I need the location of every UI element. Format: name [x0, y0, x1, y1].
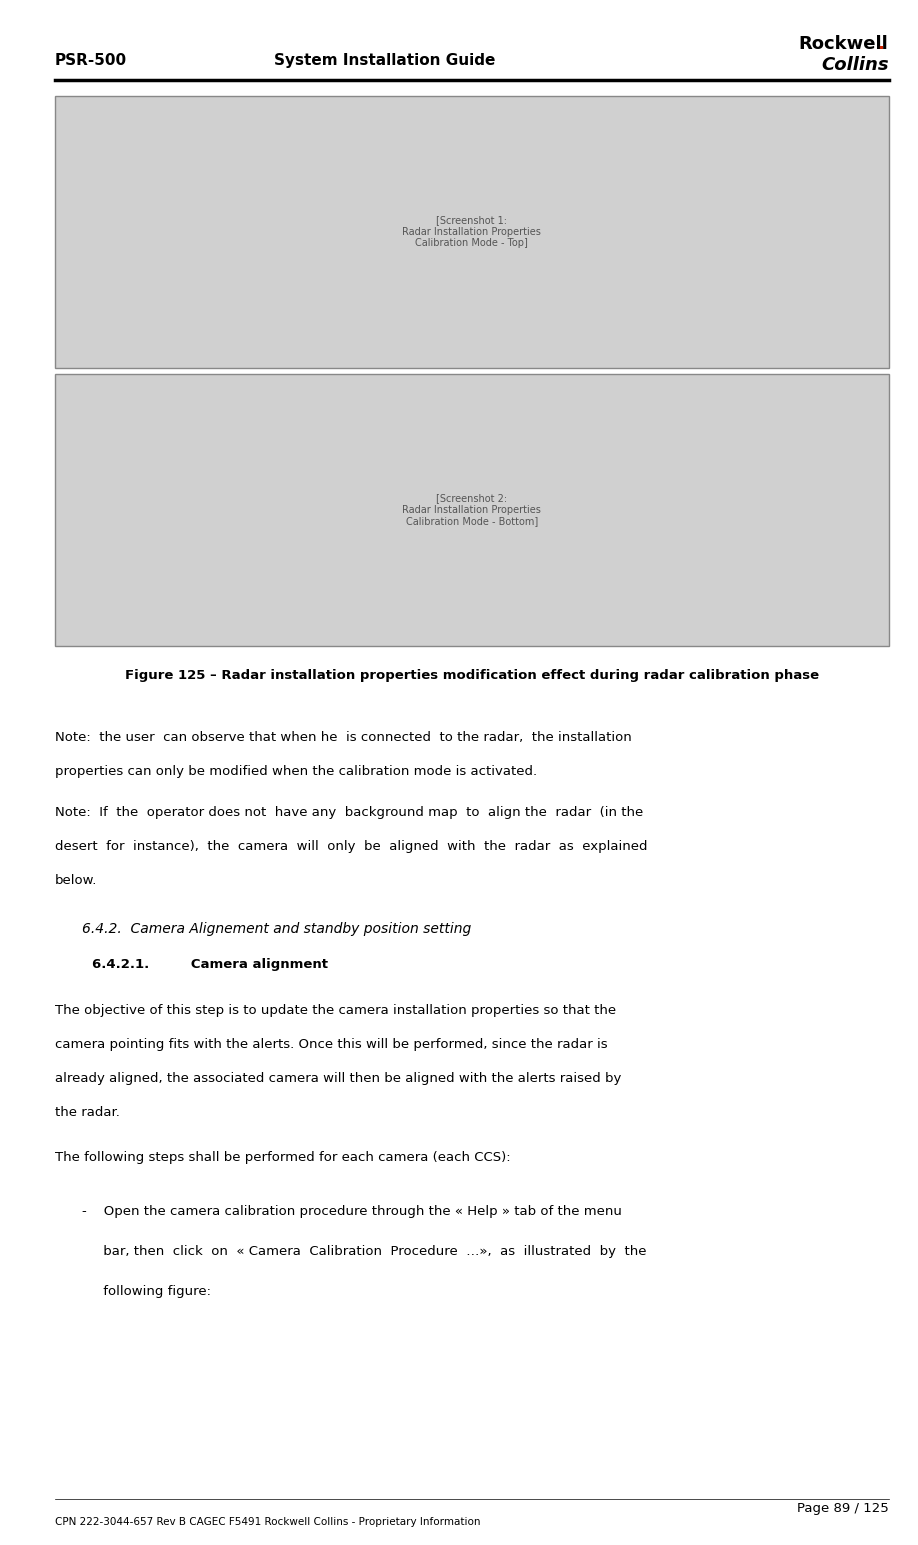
Text: [Screenshot 2:
Radar Installation Properties
Calibration Mode - Bottom]: [Screenshot 2: Radar Installation Proper… [402, 493, 542, 527]
Text: Collins: Collins [821, 56, 889, 74]
Text: camera pointing fits with the alerts. Once this will be performed, since the rad: camera pointing fits with the alerts. On… [55, 1038, 608, 1051]
Text: 6.4.2.  Camera Alignement and standby position setting: 6.4.2. Camera Alignement and standby pos… [83, 922, 472, 936]
Text: the radar.: the radar. [55, 1106, 120, 1119]
Text: following figure:: following figure: [83, 1285, 211, 1298]
Text: below.: below. [55, 874, 97, 887]
Text: Figure 125 – Radar installation properties modification effect during radar cali: Figure 125 – Radar installation properti… [125, 669, 819, 681]
Text: bar, then  click  on  « Camera  Calibration  Procedure  …»,  as  illustrated  by: bar, then click on « Camera Calibration … [83, 1245, 647, 1258]
Text: properties can only be modified when the calibration mode is activated.: properties can only be modified when the… [55, 765, 537, 777]
Text: [Screenshot 1:
Radar Installation Properties
Calibration Mode - Top]: [Screenshot 1: Radar Installation Proper… [402, 215, 542, 249]
Text: Rockwell: Rockwell [799, 34, 889, 53]
Text: Page 89 / 125: Page 89 / 125 [797, 1502, 889, 1514]
FancyBboxPatch shape [55, 96, 889, 368]
Text: CPN 222-3044-657 Rev B CAGEC F5491 Rockwell Collins - Proprietary Information: CPN 222-3044-657 Rev B CAGEC F5491 Rockw… [55, 1517, 480, 1526]
Text: Note:  the user  can observe that when he  is connected  to the radar,  the inst: Note: the user can observe that when he … [55, 731, 632, 743]
Text: PSR-500: PSR-500 [55, 53, 127, 68]
Text: desert  for  instance),  the  camera  will  only  be  aligned  with  the  radar : desert for instance), the camera will on… [55, 840, 647, 853]
Text: 6.4.2.1.         Camera alignment: 6.4.2.1. Camera alignment [92, 958, 328, 970]
Text: already aligned, the associated camera will then be aligned with the alerts rais: already aligned, the associated camera w… [55, 1072, 621, 1085]
Text: The following steps shall be performed for each camera (each CCS):: The following steps shall be performed f… [55, 1151, 510, 1163]
FancyBboxPatch shape [55, 374, 889, 646]
Text: The objective of this step is to update the camera installation properties so th: The objective of this step is to update … [55, 1004, 616, 1017]
Text: .: . [877, 34, 884, 53]
Text: Note:  If  the  operator does not  have any  background map  to  align the  rada: Note: If the operator does not have any … [55, 806, 644, 819]
Text: System Installation Guide: System Installation Guide [274, 53, 496, 68]
Text: -    Open the camera calibration procedure through the « Help » tab of the menu: - Open the camera calibration procedure … [83, 1205, 622, 1217]
